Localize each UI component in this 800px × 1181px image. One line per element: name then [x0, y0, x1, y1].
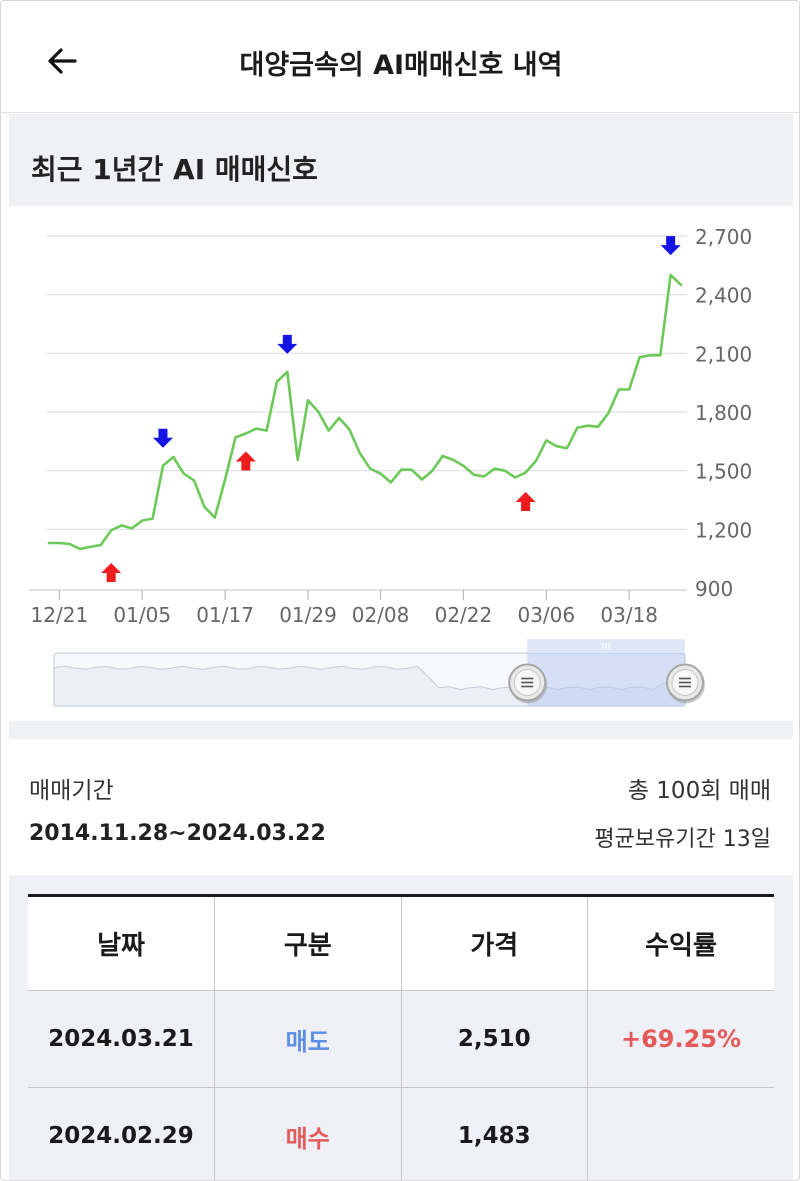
row-date: 2024.03.21 — [28, 990, 215, 1088]
row-return: +69.25% — [587, 990, 774, 1088]
row-price: 1,483 — [401, 1087, 588, 1180]
row-price: 2,510 — [401, 990, 588, 1088]
y-tick-label: 2,700 — [695, 225, 752, 249]
buy-signal-arrow-up-icon — [515, 491, 536, 511]
buy-signal-arrow-up-icon — [235, 451, 256, 471]
y-tick-label: 1,800 — [695, 401, 752, 425]
x-tick-label: 03/06 — [517, 603, 575, 627]
arrow-left-icon — [48, 48, 77, 74]
section-header-band — [9, 114, 793, 206]
x-tick-label: 12/21 — [31, 603, 89, 627]
y-tick-label: 1,200 — [695, 518, 752, 542]
sell-signal-arrow-down-icon — [277, 334, 298, 354]
column-header-return: 수익률 — [587, 895, 774, 991]
trade-summary: 매매기간 2014.11.28~2024.03.22 총 100회 매매 평균보… — [9, 739, 793, 875]
y-tick-label: 900 — [695, 577, 733, 601]
chart-section-title: 최근 1년간 AI 매매신호 — [31, 153, 318, 186]
x-tick-label: 02/22 — [435, 603, 493, 627]
column-header-type: 구분 — [214, 895, 402, 991]
navigator-selection[interactable] — [527, 653, 685, 706]
page-title: 대양금속의 AI매매신호 내역 — [239, 50, 563, 81]
column-header-date: 날짜 — [28, 895, 215, 991]
line-chart: 2,700 2,400 2,100 1,800 1,500 1,200 900 12/21 0… — [29, 225, 752, 707]
sell-signal-arrow-down-icon — [660, 236, 681, 256]
y-tick-label: 2,400 — [695, 284, 752, 308]
navigator-handle-right[interactable] — [666, 663, 705, 704]
table-row[interactable]: 2024.03.21 매도 2,510 +69.25% — [28, 990, 774, 1088]
x-tick-label: 03/18 — [600, 603, 658, 627]
trade-period-value: 2014.11.28~2024.03.22 — [29, 821, 326, 846]
y-tick-label: 1,500 — [695, 460, 752, 484]
row-date: 2024.02.29 — [28, 1087, 215, 1180]
trade-count: 총 100회 매매 — [627, 778, 771, 804]
row-type-sell: 매도 — [214, 990, 402, 1088]
row-return — [587, 1087, 774, 1180]
trade-period-label: 매매기간 — [29, 778, 114, 804]
y-tick-label: 2,100 — [695, 342, 752, 366]
price-series-line — [47, 273, 683, 551]
table-row[interactable]: 2024.02.29 매수 1,483 — [28, 1087, 774, 1180]
x-tick-label: 02/08 — [352, 603, 410, 627]
navigator-handle-left[interactable] — [508, 663, 548, 704]
row-type-buy: 매수 — [214, 1087, 402, 1180]
table-header-row: 날짜 구분 가격 수익률 — [28, 895, 774, 991]
divider-band — [9, 721, 793, 739]
sell-signal-arrow-down-icon — [152, 428, 173, 448]
x-tick-label: 01/29 — [279, 603, 337, 627]
buy-signal-arrow-up-icon — [101, 562, 122, 582]
top-app-bar: 대양금속의 AI매매신호 내역 — [1, 1, 799, 113]
x-tick-label: 01/05 — [113, 603, 171, 627]
average-holding-period: 평균보유기간 13일 — [594, 827, 771, 852]
column-header-price: 가격 — [401, 895, 588, 991]
x-tick-label: 01/17 — [196, 603, 254, 627]
back-button[interactable] — [41, 39, 85, 83]
signal-chart: 2,700 2,400 2,100 1,800 1,500 1,200 900 12/21 0… — [9, 206, 793, 721]
signal-history-table: 날짜 구분 가격 수익률 2024.03.21 매도 2,510 +69.25%… — [28, 894, 774, 1180]
